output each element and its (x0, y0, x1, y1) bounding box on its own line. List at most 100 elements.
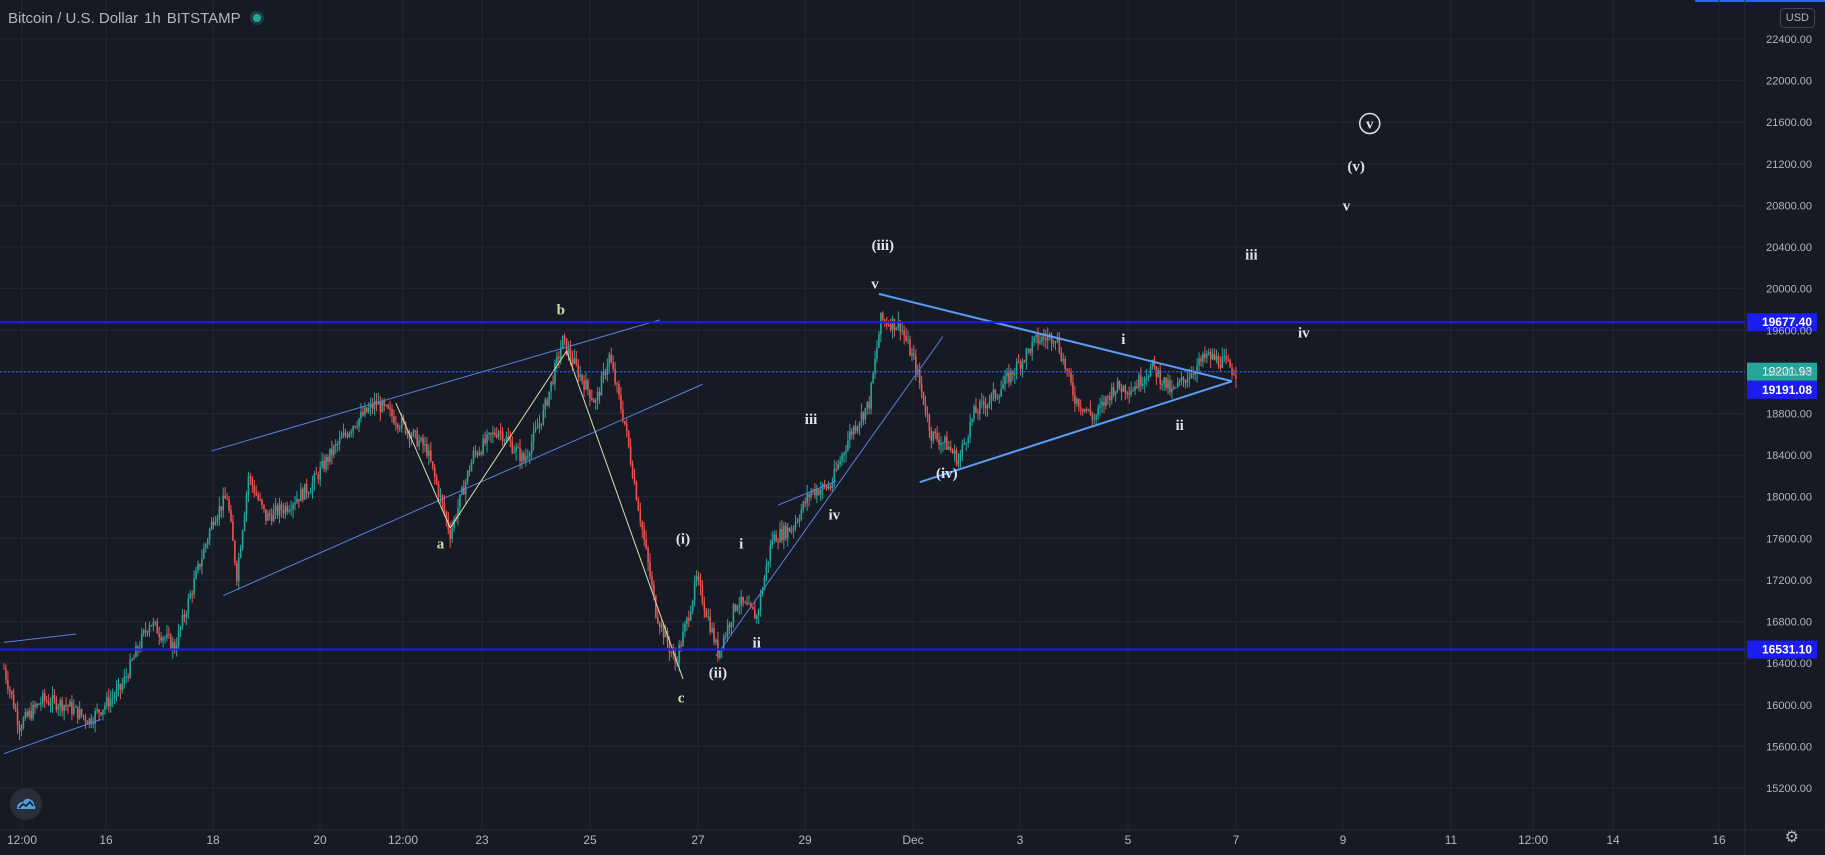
candle-body (315, 473, 318, 475)
candle-body (1198, 358, 1200, 366)
candle-body (1149, 367, 1152, 377)
candle-body (296, 499, 298, 503)
candle-body (561, 335, 564, 350)
candle-body (245, 493, 248, 515)
trendline[interactable] (566, 350, 684, 679)
trendline[interactable] (878, 292, 1233, 383)
tradingview-logo-icon[interactable] (10, 788, 42, 820)
chart-settings-gear-icon[interactable]: ⚙ (1784, 829, 1799, 846)
currency-button[interactable]: USD (1779, 8, 1815, 28)
candle-body (538, 423, 541, 428)
candle-body (142, 630, 145, 634)
candle-body (1227, 359, 1229, 361)
candle-body (1233, 374, 1235, 376)
candle-body (852, 426, 855, 435)
candle-body (559, 349, 562, 359)
candle-body (856, 426, 859, 431)
level-price-label: 19677.40 (1762, 315, 1812, 329)
time-tick-label: 3 (1017, 833, 1024, 847)
trendline-drawings (3, 292, 1233, 755)
candle-body (825, 485, 828, 489)
candle-body (428, 450, 430, 456)
candle-body (1058, 338, 1061, 353)
candle-body (523, 453, 525, 461)
candle-body (74, 706, 77, 708)
time-tick-label: 18 (206, 833, 220, 847)
trendline[interactable] (3, 718, 102, 755)
candle-body (338, 438, 341, 444)
candle-body (1017, 361, 1020, 363)
trendline[interactable] (715, 336, 944, 657)
candle-body (709, 616, 711, 632)
candle-body (144, 630, 147, 632)
candle-body (986, 404, 989, 409)
candle-body (1126, 392, 1129, 394)
candle-body (76, 706, 79, 719)
candle-body (899, 320, 902, 332)
candle-body (728, 624, 731, 628)
symbol-name: Bitcoin / U.S. Dollar (8, 9, 139, 27)
candle-body (835, 468, 838, 470)
candle-body (936, 433, 938, 440)
trendline[interactable] (395, 402, 451, 529)
candle-body (530, 441, 533, 454)
trendline[interactable] (919, 380, 1233, 484)
candle-body (484, 438, 486, 444)
candle-body (212, 521, 215, 525)
candle-body (1008, 372, 1010, 383)
candle-body (216, 517, 219, 522)
candle-body (1112, 387, 1115, 395)
candle-body (651, 576, 653, 585)
candle-body (627, 430, 630, 447)
candle-body (88, 718, 91, 725)
candle-body (920, 383, 923, 392)
candle-body (404, 422, 407, 434)
price-tick-label: 17600.00 (1766, 533, 1812, 545)
candle-body (82, 715, 85, 717)
candle-body (321, 460, 323, 467)
candle-body (61, 700, 63, 712)
candle-body (591, 398, 593, 400)
candle-body (30, 710, 32, 719)
trendline[interactable] (211, 319, 660, 452)
candle-body (333, 446, 335, 456)
candle-body (746, 602, 748, 605)
level-price-tag (1747, 313, 1817, 332)
time-tick-label: 16 (1712, 833, 1726, 847)
wave-label: b (557, 303, 565, 319)
candle-body (860, 412, 863, 423)
candle-body (969, 422, 971, 438)
candle-body (1077, 398, 1080, 408)
candle-body (1206, 353, 1208, 358)
candle-body (406, 431, 409, 434)
candle-body (12, 694, 15, 708)
trendline[interactable] (449, 350, 568, 529)
candle-body (507, 436, 510, 440)
current-price-label: 19201.93 (1762, 365, 1812, 379)
candle-body (480, 452, 483, 455)
candle-body (513, 451, 516, 453)
candle-body (187, 598, 190, 615)
candle-body (876, 347, 878, 359)
symbol-header[interactable]: Bitcoin / U.S. Dollar 1h BITSTAMP (8, 8, 261, 28)
candle-body (1060, 352, 1063, 361)
candle-body (1140, 375, 1142, 386)
candle-body (806, 494, 808, 504)
candle-body (1192, 373, 1195, 375)
candle-body (499, 431, 502, 433)
candle-body (850, 431, 853, 435)
candle-body (131, 659, 133, 661)
trendline[interactable] (3, 633, 76, 643)
trendline[interactable] (223, 383, 703, 597)
candle-body (1202, 353, 1204, 362)
level-price-label: 16531.10 (1762, 643, 1812, 657)
candle-body (208, 529, 211, 540)
candle-body (1099, 405, 1101, 408)
candle-body (426, 444, 428, 456)
candle-body (400, 418, 403, 428)
candle-body (587, 379, 589, 390)
trendline[interactable] (777, 480, 837, 506)
candle-body (206, 539, 209, 545)
candle-body (140, 633, 143, 648)
